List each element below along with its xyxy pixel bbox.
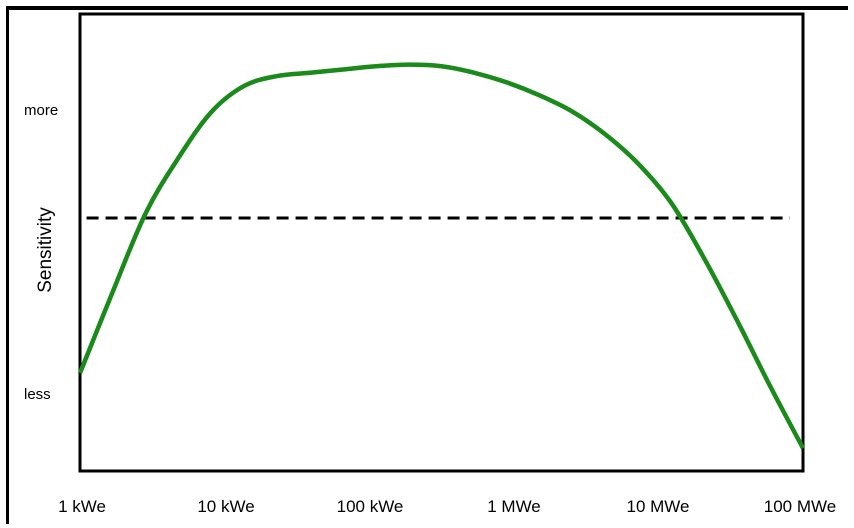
y-tick-less: less [24,386,51,403]
x-tick-1kwe: 1 kWe [58,497,106,516]
y-axis-title: Sensitivity [35,207,56,293]
y-tick-more: more [24,102,59,119]
x-tick-10mwe: 10 MWe [626,497,690,516]
sensitivity-curve-line [77,62,805,450]
x-tick-100mwe: 100 MWe [763,497,837,516]
chart-outer-frame [6,6,848,524]
x-tick-10kwe: 10 kWe [197,497,255,516]
plot-area [78,12,805,473]
x-tick-100kwe: 100 kWe [336,497,404,516]
x-tick-1mwe: 1 MWe [487,497,541,516]
